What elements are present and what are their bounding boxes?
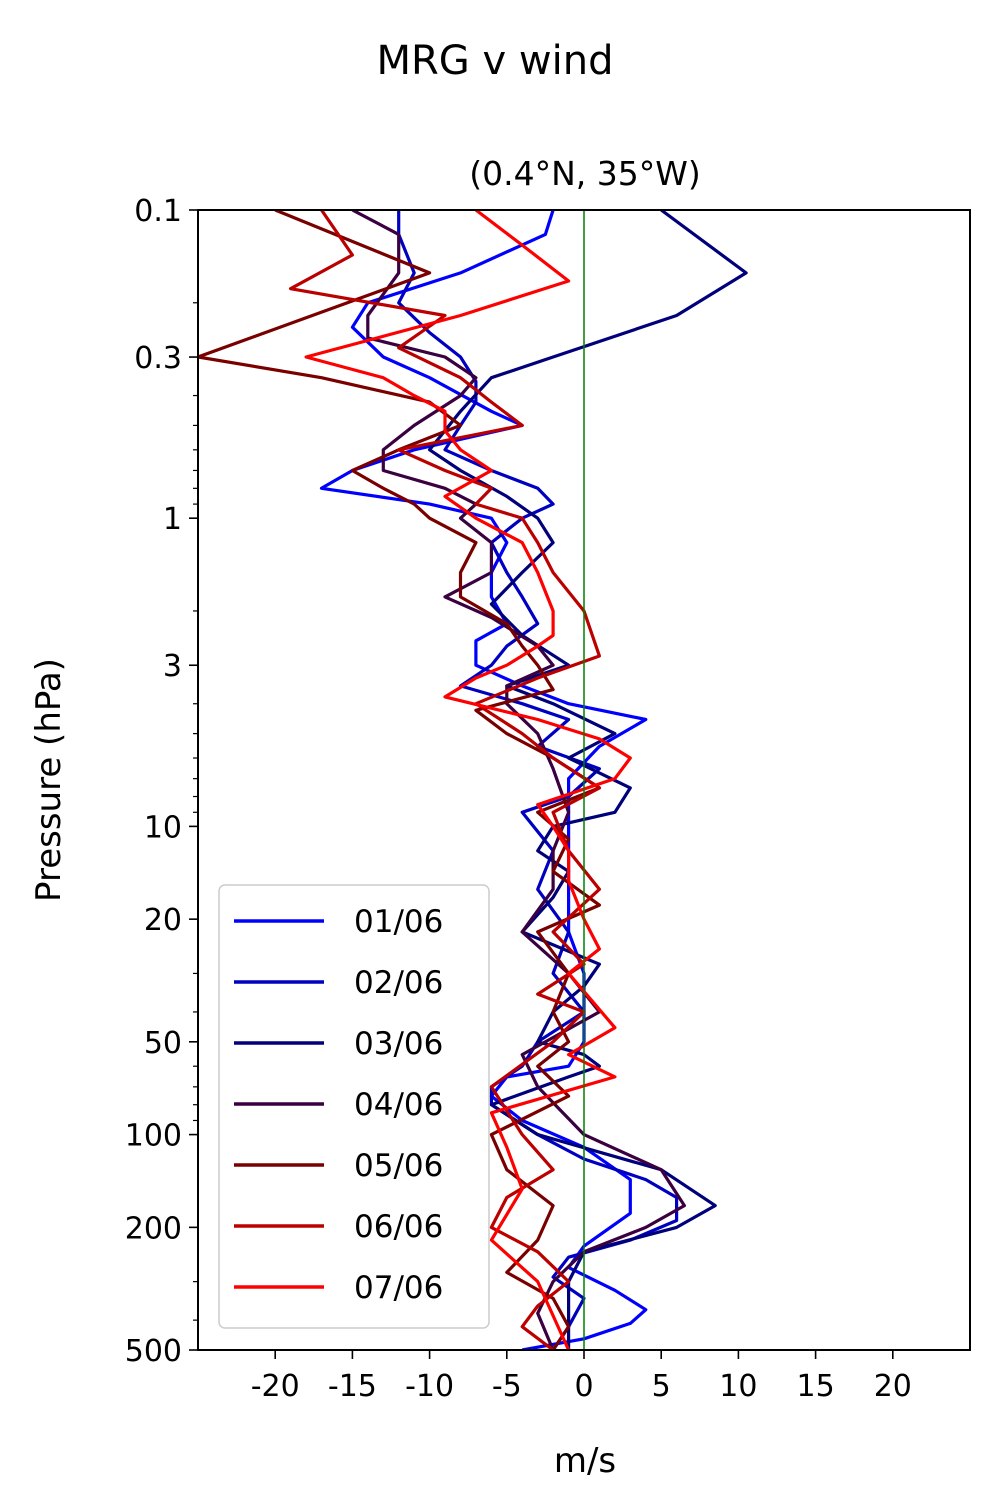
y-tick-label: 0.1 — [134, 194, 182, 229]
legend-label: 07/06 — [354, 1270, 443, 1306]
chart-title: (0.4°N, 35°W) — [469, 154, 701, 193]
legend: 01/06 02/06 03/06 04/06 05/06 06/06 07/06 — [218, 884, 490, 1329]
x-tick-label: 5 — [652, 1369, 671, 1404]
legend-label: 02/06 — [354, 965, 443, 1001]
series-line-1 — [319, 210, 648, 1350]
x-tick-label: -20 — [251, 1369, 300, 1404]
legend-label: 06/06 — [354, 1209, 443, 1245]
y-tick-label: 200 — [125, 1211, 182, 1246]
y-tick-label: 3 — [163, 649, 182, 684]
legend-label: 01/06 — [354, 904, 443, 940]
x-tick-label: -15 — [328, 1369, 377, 1404]
y-tick-label: 500 — [125, 1334, 182, 1369]
y-tick-label: 50 — [144, 1026, 182, 1061]
x-axis-label: m/s — [554, 1441, 616, 1481]
legend-label: 05/06 — [354, 1148, 443, 1184]
y-tick-label: 20 — [144, 903, 182, 938]
legend-label: 03/06 — [354, 1026, 443, 1062]
y-axis-ticks: 0.1 0.3 1 3 10 20 50 100 200 500 — [125, 194, 198, 1369]
x-tick-label: 0 — [574, 1369, 593, 1404]
y-tick-label: 100 — [125, 1119, 182, 1154]
chart-suptitle: MRG v wind — [377, 38, 614, 84]
y-axis-label: Pressure (hPa) — [29, 658, 69, 902]
y-tick-label: 1 — [163, 502, 182, 537]
series-line-5 — [198, 210, 602, 1350]
series-line-4 — [351, 210, 687, 1350]
x-axis-ticks: -20 -15 -10 -5 0 5 10 15 20 — [251, 1350, 912, 1404]
y-tick-label: 0.3 — [134, 341, 182, 376]
x-tick-label: -10 — [405, 1369, 454, 1404]
x-tick-label: 15 — [797, 1369, 835, 1404]
y-tick-label: 10 — [144, 810, 182, 845]
x-tick-label: 20 — [874, 1369, 912, 1404]
series-line-6 — [289, 210, 602, 1350]
legend-label: 04/06 — [354, 1087, 443, 1123]
x-tick-label: 10 — [719, 1369, 757, 1404]
legend-box — [218, 884, 490, 1329]
x-tick-label: -5 — [492, 1369, 522, 1404]
